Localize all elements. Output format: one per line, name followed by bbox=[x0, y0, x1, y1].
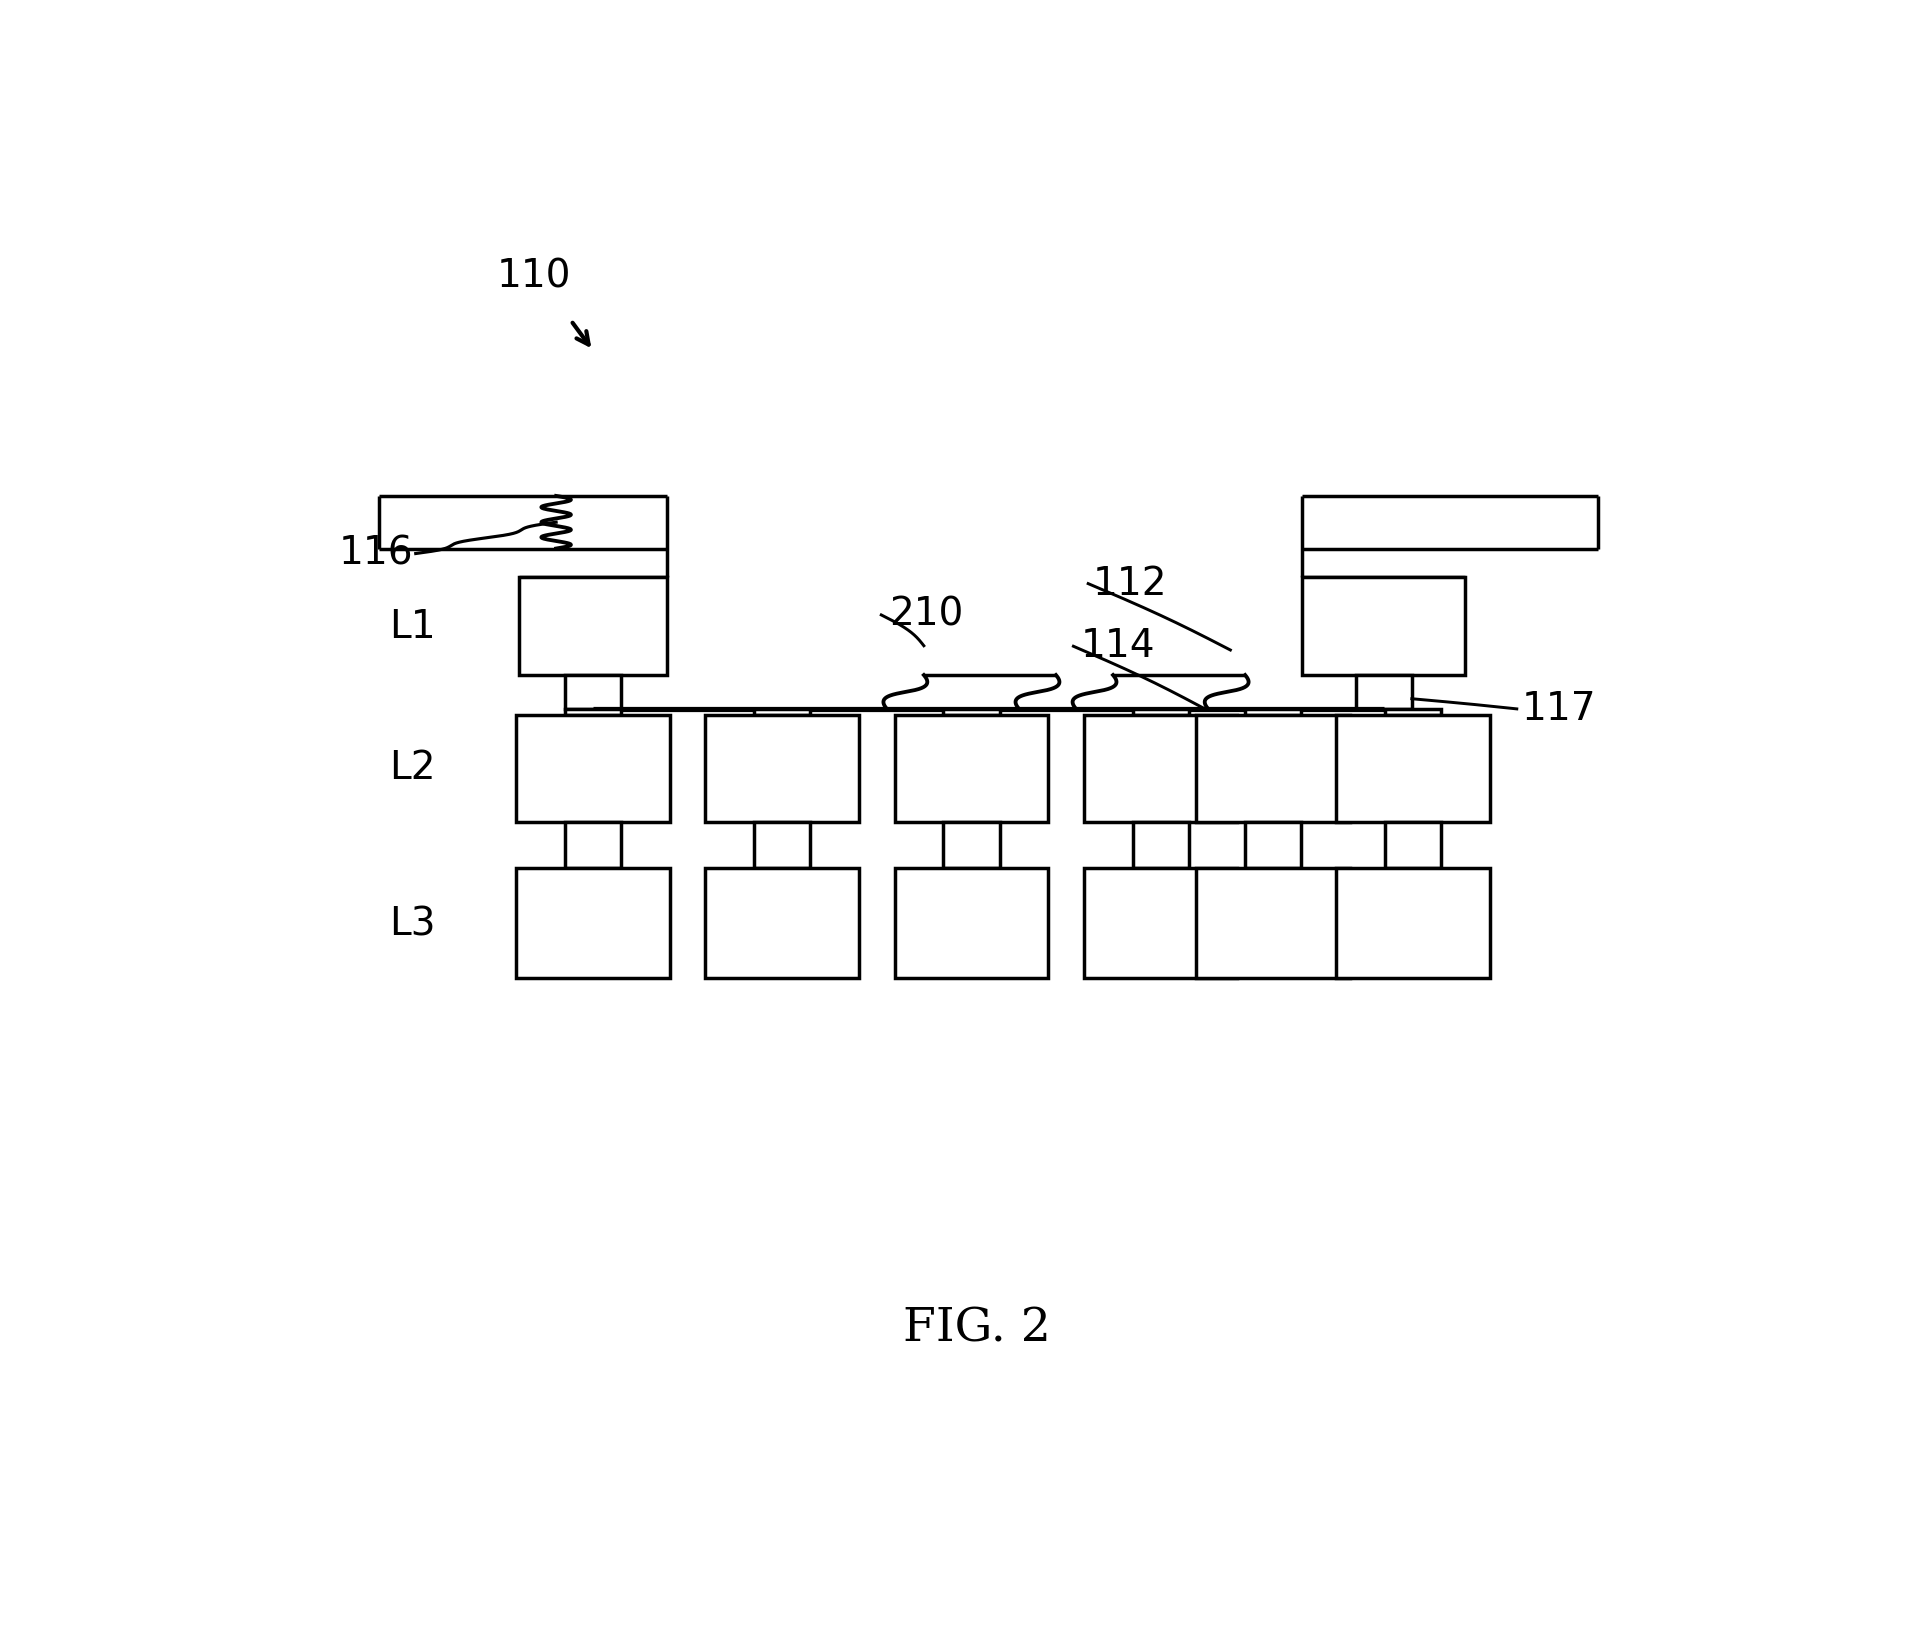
Text: 112: 112 bbox=[1093, 565, 1167, 602]
Text: L2: L2 bbox=[389, 748, 437, 787]
Bar bbox=[944, 822, 999, 867]
Bar bbox=[1337, 716, 1489, 822]
Bar bbox=[1083, 867, 1238, 978]
Text: L1: L1 bbox=[389, 608, 437, 646]
Bar bbox=[1133, 822, 1188, 867]
Bar bbox=[753, 822, 810, 867]
Bar bbox=[1245, 822, 1301, 867]
Text: L3: L3 bbox=[389, 905, 437, 944]
Bar bbox=[564, 822, 622, 867]
Bar bbox=[519, 578, 667, 675]
Bar bbox=[944, 709, 999, 716]
Bar bbox=[753, 709, 810, 716]
Bar bbox=[517, 716, 669, 822]
Text: 117: 117 bbox=[1522, 690, 1596, 727]
Bar bbox=[894, 716, 1049, 822]
Bar bbox=[706, 716, 858, 822]
Text: 114: 114 bbox=[1081, 628, 1156, 665]
Bar bbox=[1384, 709, 1442, 716]
Bar bbox=[564, 675, 622, 709]
Bar bbox=[1083, 716, 1238, 822]
Text: 110: 110 bbox=[498, 257, 572, 296]
Bar bbox=[706, 867, 858, 978]
Bar bbox=[1196, 716, 1350, 822]
Bar bbox=[1337, 867, 1489, 978]
Bar bbox=[1196, 867, 1350, 978]
Bar bbox=[1302, 578, 1465, 675]
Bar bbox=[564, 709, 622, 716]
Bar bbox=[1356, 675, 1411, 709]
Bar bbox=[1133, 709, 1188, 716]
Bar bbox=[517, 867, 669, 978]
Bar bbox=[1384, 822, 1442, 867]
Text: FIG. 2: FIG. 2 bbox=[904, 1306, 1051, 1352]
Text: 210: 210 bbox=[889, 595, 963, 635]
Text: 116: 116 bbox=[339, 535, 414, 573]
Bar bbox=[894, 867, 1049, 978]
Bar bbox=[1245, 709, 1301, 716]
